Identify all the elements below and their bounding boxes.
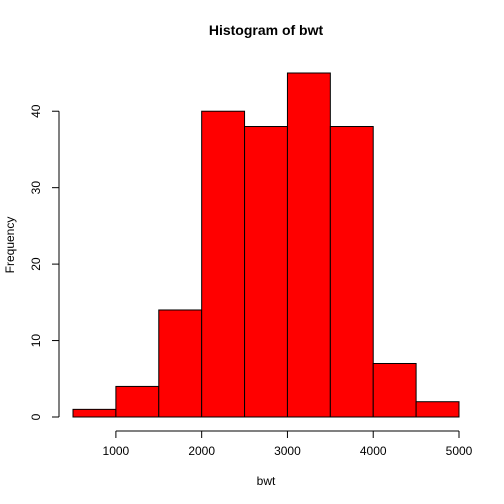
histogram-bar-5 [286,72,331,418]
histogram-bar-2 [158,309,203,418]
x-tick-label-2: 3000 [274,444,301,458]
histogram-bar-0 [72,408,117,418]
y-axis: 0 10 20 30 40 [29,104,60,420]
chart-title: Histogram of bwt [209,22,324,38]
x-tick-label-1: 2000 [188,444,215,458]
histogram-bar-3 [201,110,246,418]
x-axis-label: bwt [257,474,276,488]
y-tick-label-2: 20 [29,257,43,271]
x-tick-label-3: 4000 [360,444,387,458]
y-tick-label-4: 40 [29,104,43,118]
x-tick-label-0: 1000 [103,444,130,458]
histogram-bar-4 [244,126,288,418]
y-tick-label-0: 0 [29,413,43,420]
histogram-bar-8 [415,401,460,418]
histogram-bar-1 [115,385,160,418]
y-axis-label: Frequency [3,217,17,274]
histogram-bar-6 [329,126,374,418]
y-tick-label-1: 10 [29,334,43,348]
x-axis: 1000 2000 3000 4000 5000 [103,430,473,458]
histogram-bar-7 [372,362,417,418]
x-tick-label-4: 5000 [446,444,473,458]
y-tick-label-3: 30 [29,181,43,195]
bars-group [72,72,460,418]
